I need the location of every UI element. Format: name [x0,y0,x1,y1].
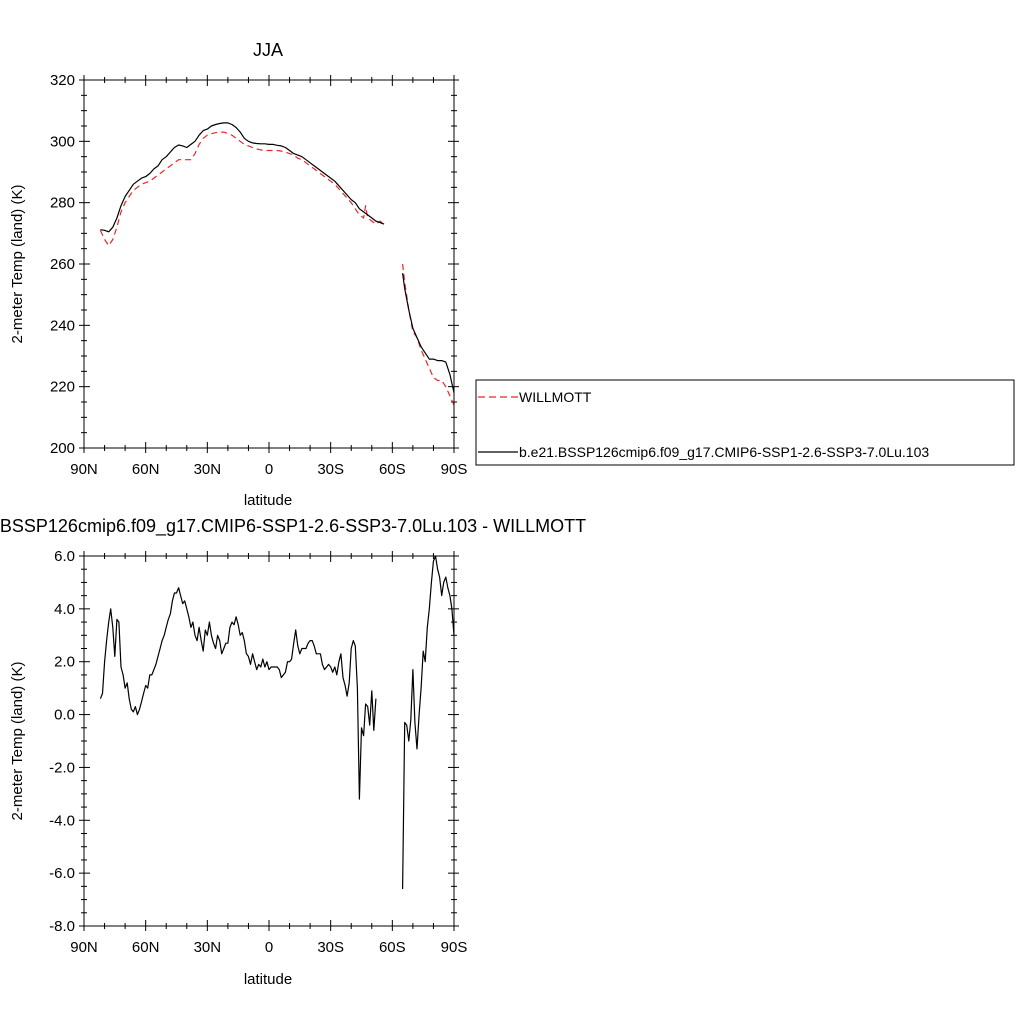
bottom-chart-title: b.e21.BSSP126cmip6.f09_g17.CMIP6-SSP1-2.… [0,516,586,537]
top-y-tick-label: 320 [50,72,75,89]
top-series-0-segment-1 [402,263,455,406]
bottom-y-tick-label: 4.0 [54,601,75,618]
top-y-tick-label: 200 [50,440,75,457]
bottom-x-tick-label: 60S [379,939,406,956]
difference-panel: b.e21.BSSP126cmip6.f09_g17.CMIP6-SSP1-2.… [0,516,586,988]
top-x-tick-label: 90N [70,461,98,478]
top-chart-title: JJA [253,40,283,60]
legend-box [475,379,1015,466]
top-x-tick-label: 30N [194,461,222,478]
bottom-x-tick-label: 60N [132,939,160,956]
bottom-y-tick-label: -2.0 [49,759,75,776]
legend: WILLMOTT b.e21.BSSP126cmip6.f09_g17.CMIP… [475,379,1015,466]
top-series-lines [99,122,455,406]
top-series-1-segment-0 [100,122,385,233]
bottom-y-axis-label: 2-meter Temp (land) (K) [9,662,26,821]
bottom-x-axis-label: latitude [244,971,292,988]
bottom-x-tick-label: 30S [317,939,344,956]
bottom-y-tick-label: 6.0 [54,548,75,565]
bottom-x-tick-label: 30N [194,939,222,956]
top-y-axis-label: 2-meter Temp (land) (K) [9,185,26,344]
top-y-tick-label: 220 [50,379,75,396]
legend-label-willmott: WILLMOTT [519,389,592,405]
bottom-y-tick-label: -4.0 [49,812,75,829]
top-y-tick-label: 280 [50,195,75,212]
top-axis-ticks: 200 220 240 260 280 300 320 90N 60N 30N 0 30S 60S 90S [50,72,467,478]
bottom-plot-frame [83,555,455,927]
legend-label-model: b.e21.BSSP126cmip6.f09_g17.CMIP6-SSP1-2.… [519,444,929,460]
top-x-tick-label: 30S [317,461,344,478]
bottom-y-tick-label: 2.0 [54,654,75,671]
top-x-axis-label: latitude [244,492,292,509]
bottom-y-tick-label: -6.0 [49,865,75,882]
top-y-tick-label: 260 [50,256,75,273]
bottom-x-tick-label: 90S [441,939,468,956]
bottom-y-tick-label: -8.0 [49,918,75,935]
bottom-y-tick-label: 0.0 [54,707,75,724]
top-x-tick-label: 60N [132,461,160,478]
bottom-series-0-segment-0 [99,587,377,800]
mean-temperature-panel: JJA 2-meter Temp (land) (K) latitude 200… [9,40,467,509]
bottom-x-tick-label: 0 [265,939,273,956]
bottom-x-tick-label: 90N [70,939,98,956]
top-y-tick-label: 300 [50,133,75,150]
top-x-tick-label: 90S [441,461,468,478]
top-x-tick-label: 60S [379,461,406,478]
top-x-tick-label: 0 [265,461,273,478]
top-series-1-segment-1 [402,273,455,393]
top-y-tick-label: 240 [50,317,75,334]
bottom-series-0-segment-1 [402,555,455,890]
bottom-series-lines [99,555,455,890]
top-plot-frame [83,79,455,449]
